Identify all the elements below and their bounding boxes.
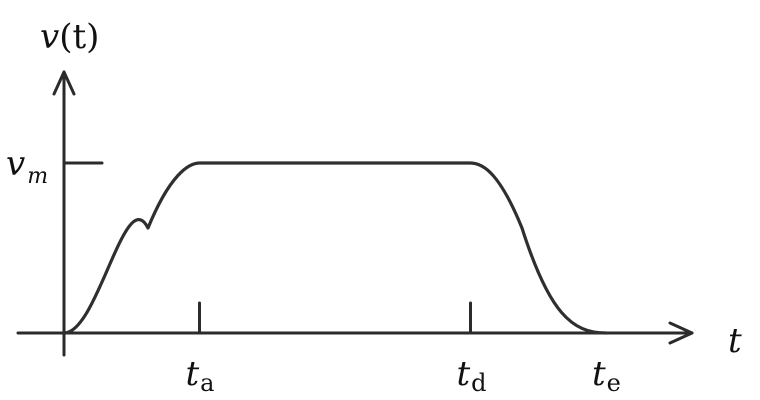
x-tick-td-label: td: [457, 354, 487, 397]
x-tick-td-label-sub: d: [471, 369, 486, 397]
y-tick-label-main: v: [6, 144, 25, 184]
y-axis-label-arg: (t): [59, 17, 99, 57]
x-axis-arrowhead: [668, 321, 694, 345]
x-tick-td-label-main: t: [457, 354, 471, 394]
x-tick-labels: ta td te: [186, 354, 621, 397]
x-tick-ta-label: ta: [186, 354, 215, 397]
x-tick-ta-label-sub: a: [200, 369, 214, 397]
x-tick-te-label: te: [592, 354, 621, 397]
y-axis-label-main: v: [40, 17, 59, 57]
x-axis-label: t: [728, 321, 742, 361]
x-tick-te-label-sub: e: [607, 369, 621, 397]
y-axis-arrowhead: [52, 70, 76, 96]
y-axis-label: v(t): [40, 17, 99, 57]
x-tick-ta-label-main: t: [186, 354, 200, 394]
x-ticks: [198, 301, 472, 335]
y-tick-label-sub: m: [27, 164, 48, 189]
velocity-series-line: [62, 161, 608, 335]
y-tick-label-vm: vm: [6, 144, 48, 189]
x-tick-te-label-main: t: [592, 354, 606, 394]
